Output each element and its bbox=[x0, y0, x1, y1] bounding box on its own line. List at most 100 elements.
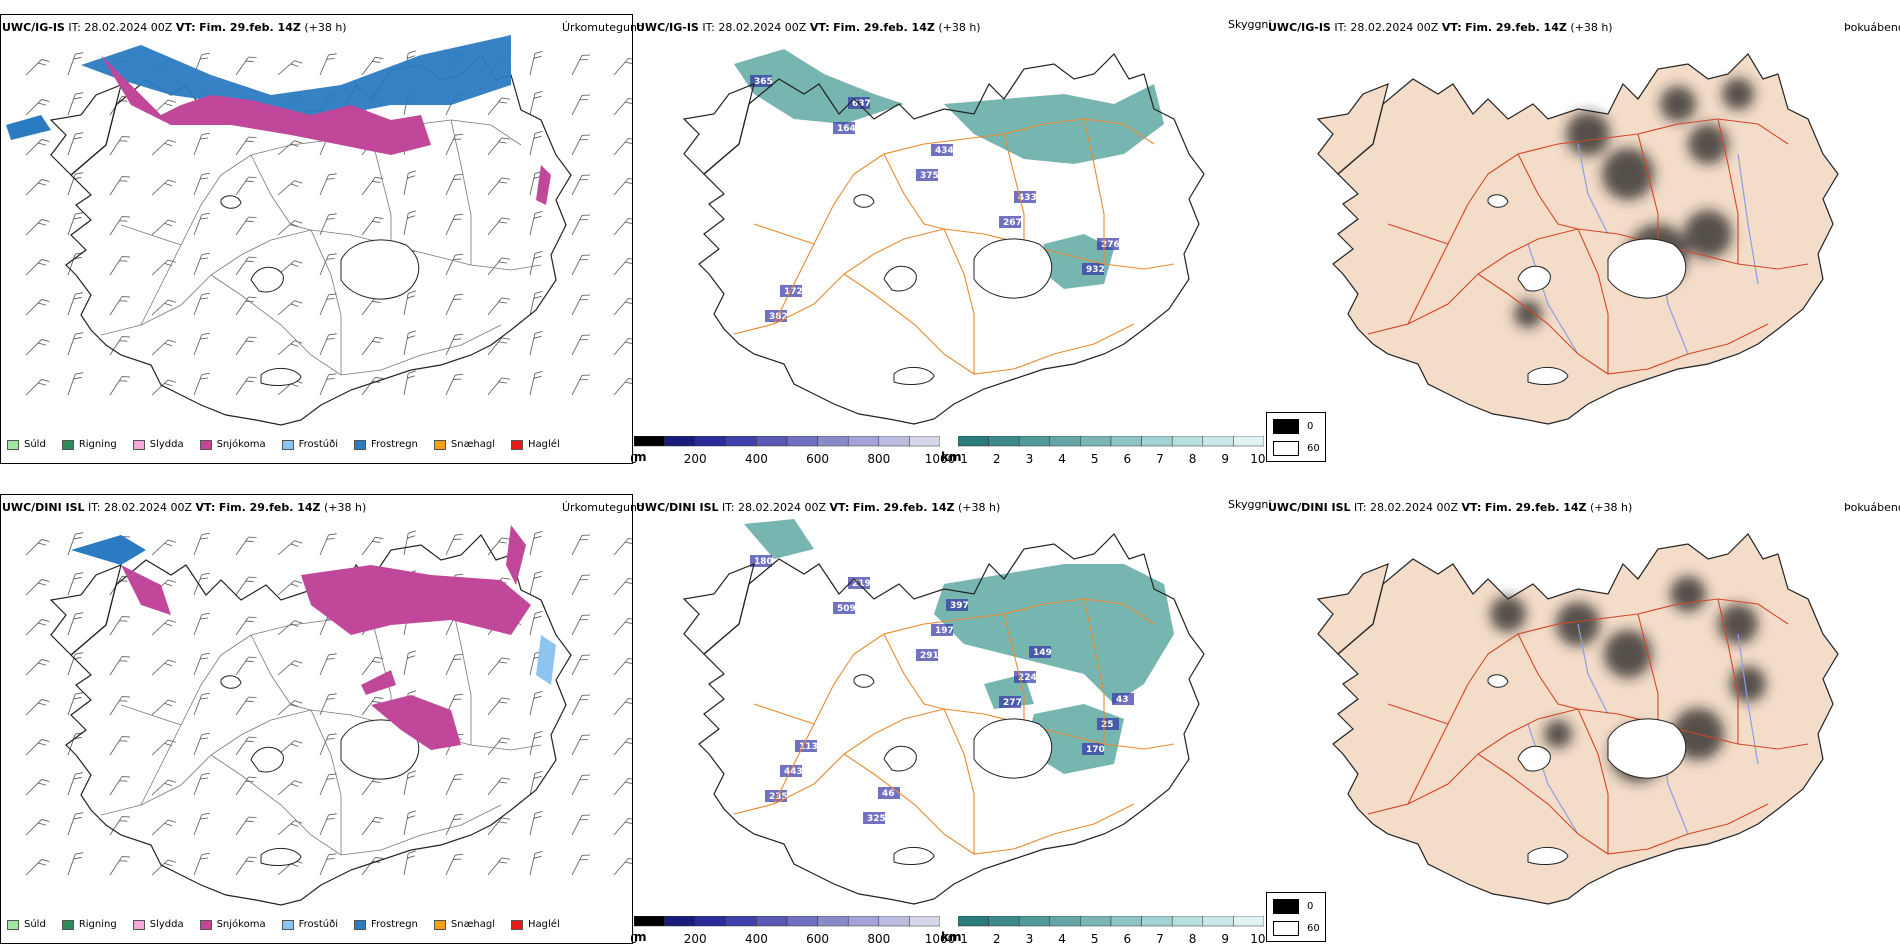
fog-blob bbox=[1688, 124, 1728, 164]
legend-item: Súld bbox=[7, 919, 46, 930]
colorbar-segment bbox=[694, 916, 727, 927]
road bbox=[1003, 133, 1025, 244]
wind-barb bbox=[25, 339, 50, 356]
colorbar-tick: 600 bbox=[806, 932, 830, 946]
colorbar-segment bbox=[1110, 436, 1142, 447]
wind-barb bbox=[361, 537, 384, 556]
precip-snow bbox=[361, 670, 396, 695]
colorbar-segment bbox=[634, 436, 665, 447]
legend-item: Slydda bbox=[132, 439, 184, 450]
visibility-map-canvas: 180 509 291 277 170 235 219 197 224 25 443 325 397 14… bbox=[682, 519, 1205, 905]
precip-type-map-row1: Súld Rigning Slydda Snjókoma Frostúði Frostre… bbox=[0, 14, 633, 464]
cloud-base-label: 164 bbox=[837, 124, 856, 134]
legend-swatch bbox=[511, 439, 524, 450]
wind-barb bbox=[319, 813, 337, 836]
road bbox=[943, 228, 975, 374]
colorbar-segment bbox=[786, 436, 818, 447]
wind-barb bbox=[529, 90, 543, 116]
wind-barb bbox=[25, 299, 50, 316]
precip-freezing-drizzle bbox=[536, 635, 556, 685]
cloud-base-label: 149 bbox=[1033, 648, 1052, 658]
cloud-base-patch bbox=[765, 310, 787, 322]
cloud-base-label: 382 bbox=[769, 312, 788, 322]
cloud-base-patch bbox=[1097, 718, 1119, 730]
road bbox=[100, 229, 542, 336]
legend-item: Snjókoma bbox=[199, 919, 266, 930]
valid-time: Fim. 29.feb. 14Z bbox=[218, 501, 321, 514]
road bbox=[1717, 118, 1739, 264]
glacier-outline bbox=[1527, 847, 1569, 865]
glacier-outline bbox=[853, 674, 875, 688]
cloud-base-label: 443 bbox=[784, 767, 803, 777]
glacier-outline bbox=[340, 239, 420, 300]
colorbar-segment bbox=[1202, 916, 1234, 927]
legend-label: Snjókoma bbox=[216, 439, 266, 450]
model-name: UWC/DINI ISL bbox=[2, 501, 85, 514]
colorbar-segment bbox=[1233, 436, 1264, 447]
header-precip-row2: UWC/DINI ISL IT: 28.02.2024 00Z VT: Fim.… bbox=[2, 501, 367, 514]
river bbox=[1737, 153, 1759, 285]
wind-barb bbox=[613, 378, 632, 396]
wind-barb bbox=[277, 220, 303, 236]
model-name: UWC/IG-IS bbox=[2, 21, 65, 34]
wind-barb bbox=[571, 214, 591, 236]
westfjords bbox=[49, 84, 122, 176]
wind-barb bbox=[277, 780, 303, 796]
wind-barb bbox=[445, 173, 464, 196]
wind-barb bbox=[67, 612, 84, 636]
wind-barb bbox=[529, 730, 543, 756]
colorbar-segment bbox=[1018, 916, 1051, 927]
glacier-outline bbox=[883, 265, 917, 292]
wind-barb bbox=[319, 533, 337, 556]
wind-barb bbox=[613, 258, 632, 276]
wind-barb bbox=[151, 619, 176, 636]
cloud-base-patch bbox=[916, 169, 938, 181]
wind-barb bbox=[529, 250, 543, 276]
low-visibility-area bbox=[944, 84, 1164, 164]
wind-barb bbox=[361, 57, 384, 76]
wind-barb bbox=[25, 659, 50, 676]
road bbox=[1387, 223, 1449, 245]
fog-title-row2: Þokuábendi bbox=[1844, 501, 1900, 514]
low-visibility-area bbox=[1039, 234, 1114, 289]
wind-barb bbox=[487, 777, 510, 796]
ceiling-unit-row1: m bbox=[634, 450, 647, 464]
cloud-base-label: 224 bbox=[1018, 673, 1037, 683]
glacier-outline bbox=[853, 194, 875, 208]
wind-barb bbox=[235, 816, 257, 836]
wind-barb bbox=[25, 819, 50, 836]
wind-barb bbox=[319, 773, 337, 796]
road bbox=[1637, 133, 1659, 244]
precip-snow bbox=[301, 565, 531, 635]
westfjords bbox=[1316, 83, 1389, 175]
wind-barb bbox=[445, 133, 464, 156]
wind-barb bbox=[151, 259, 176, 276]
glacier-outline bbox=[883, 745, 917, 772]
wind-barb bbox=[277, 180, 303, 196]
fog-blob bbox=[1602, 148, 1654, 200]
wind-barb bbox=[109, 616, 131, 636]
wind-barb bbox=[151, 179, 176, 196]
fog-blob bbox=[1718, 604, 1758, 644]
colorbar-tick: 0 bbox=[630, 452, 638, 466]
wind-barb bbox=[361, 217, 384, 236]
wind-barb bbox=[445, 773, 464, 796]
wind-barb bbox=[487, 257, 510, 276]
legend-label: Frostúði bbox=[298, 919, 338, 930]
coastline bbox=[698, 53, 1205, 425]
wind-barb bbox=[529, 770, 543, 796]
cloud-base-patch bbox=[765, 790, 787, 802]
glacier-outline bbox=[893, 367, 935, 385]
wind-barb bbox=[529, 290, 543, 316]
colorbar-segment bbox=[909, 916, 940, 927]
colorbar-segment bbox=[1110, 916, 1142, 927]
legend-item: Haglél bbox=[511, 439, 560, 450]
wind-barb bbox=[487, 217, 510, 236]
wind-barb bbox=[361, 857, 384, 876]
visibility-map-row2: 180 509 291 277 170 235 219 197 224 25 443 325 397 14… bbox=[634, 494, 1268, 944]
road bbox=[310, 229, 342, 375]
cloud-base-label: 365 bbox=[754, 77, 773, 87]
wind-barb bbox=[151, 819, 176, 836]
wind-barb bbox=[67, 372, 84, 396]
visibility-map-canvas: 365 164 375 267 932 382 637 434 433 276 172 bbox=[682, 49, 1205, 425]
